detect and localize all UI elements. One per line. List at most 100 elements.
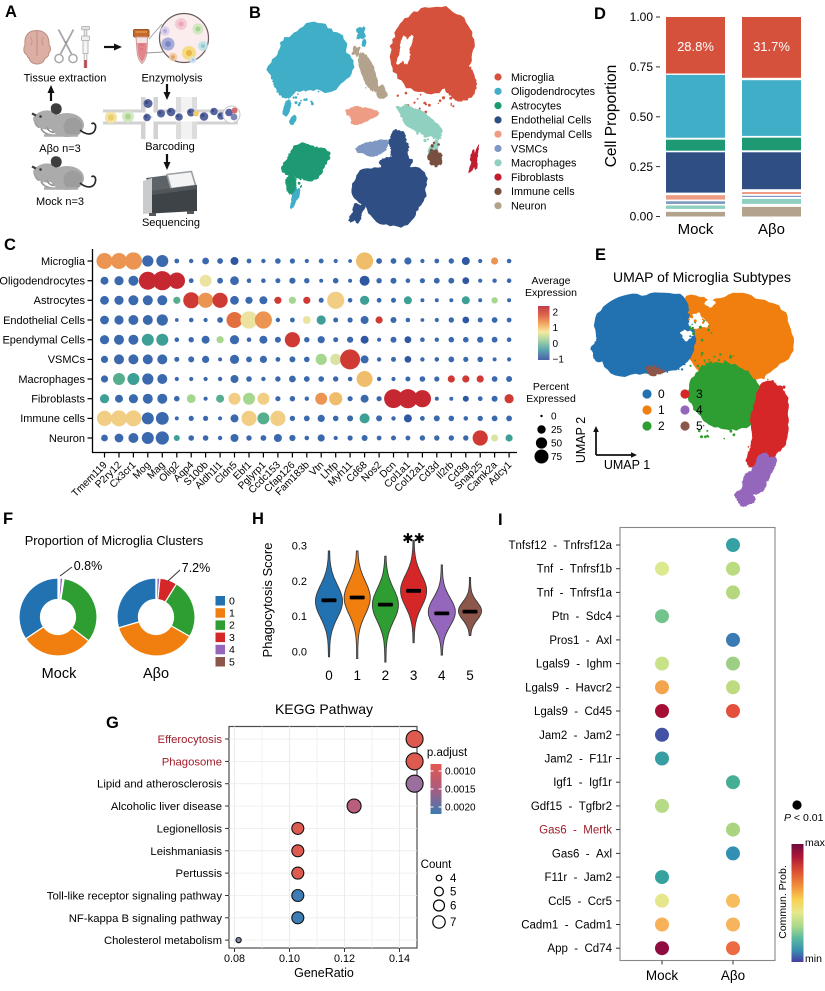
svg-text:Jam2 - Jam2: Jam2 - Jam2 [539,730,612,742]
svg-text:−1: −1 [553,355,565,366]
svg-text:UMAP 2: UMAP 2 [574,417,588,463]
svg-text:Fibroblasts: Fibroblasts [511,172,564,184]
svg-text:Mock n=3: Mock n=3 [36,196,84,208]
svg-text:Enzymolysis: Enzymolysis [141,73,203,85]
svg-text:Gdf15 - Tgfbr2: Gdf15 - Tgfbr2 [531,801,612,813]
svg-text:75: 75 [551,452,563,463]
svg-text:VSMCs: VSMCs [48,354,86,366]
svg-text:D: D [594,5,606,23]
svg-text:Lgals9 - Ighm: Lgals9 - Ighm [536,659,612,671]
svg-text:0.0010: 0.0010 [445,767,476,778]
svg-text:min: min [805,953,822,965]
svg-text:Igf1 - Igf1r: Igf1 - Igf1r [553,777,612,789]
svg-text:Jam2 - F11r: Jam2 - F11r [544,753,612,765]
svg-text:F: F [3,510,13,528]
svg-text:0.0: 0.0 [292,647,307,659]
svg-text:Lgals9 - Havcr2: Lgals9 - Havcr2 [525,682,612,694]
svg-text:✱✱: ✱✱ [402,531,425,546]
svg-text:GeneRatio: GeneRatio [294,966,354,980]
svg-text:Aβo: Aβo [143,666,169,682]
svg-text:VSMCs: VSMCs [511,143,548,155]
svg-text:C: C [4,236,16,254]
svg-text:Lipid and atherosclerosis: Lipid and atherosclerosis [97,779,222,791]
svg-text:25: 25 [551,425,563,436]
svg-text:Gas6 - Mertk: Gas6 - Mertk [539,825,612,837]
svg-text:Legionellosis: Legionellosis [157,823,223,835]
svg-text:3: 3 [229,632,235,644]
svg-text:Phagocytosis Score: Phagocytosis Score [260,543,275,658]
svg-text:0.0015: 0.0015 [445,785,476,796]
svg-text:Pros1 - Axl: Pros1 - Axl [549,635,612,647]
svg-text:F11r - Jam2: F11r - Jam2 [544,872,612,884]
svg-text:max: max [805,837,825,849]
svg-text:3: 3 [696,387,703,401]
svg-text:Aβo: Aβo [758,221,785,238]
svg-text:4: 4 [438,668,446,683]
svg-text:0: 0 [229,595,235,607]
svg-text:UMAP of Microglia Subtypes: UMAP of Microglia Subtypes [613,269,791,285]
svg-text:p.adjust: p.adjust [427,747,468,759]
svg-text:0: 0 [325,668,333,683]
svg-text:0.25: 0.25 [630,160,654,174]
svg-text:Ependymal Cells: Ependymal Cells [511,129,593,141]
svg-text:Ependymal Cells: Ependymal Cells [2,334,85,346]
svg-text:0: 0 [553,339,559,350]
svg-text:B: B [249,4,261,22]
svg-text:A: A [5,3,17,21]
svg-text:Ptn - Sdc4: Ptn - Sdc4 [552,611,613,623]
svg-text:Gas6 - Axl: Gas6 - Axl [552,848,612,860]
svg-text:P < 0.01: P < 0.01 [784,812,824,824]
svg-text:0.75: 0.75 [630,60,654,74]
svg-text:Proportion of Microglia Cluste: Proportion of Microglia Clusters [25,533,204,548]
svg-text:Macrophages: Macrophages [511,158,577,170]
svg-text:4: 4 [450,873,457,885]
svg-text:Efferocytosis: Efferocytosis [158,734,223,746]
svg-text:Expressed: Expressed [526,393,576,405]
svg-text:H: H [252,510,264,528]
svg-text:2: 2 [229,620,235,632]
svg-text:1.00: 1.00 [630,10,654,24]
svg-text:Tnf - Tnfrsf1a: Tnf - Tnfrsf1a [537,587,613,599]
svg-text:Tnfsf12 - Tnfrsf12a: Tnfsf12 - Tnfrsf12a [508,540,612,552]
svg-text:Pertussis: Pertussis [176,868,223,880]
svg-text:Tnf - Tnfrsf1b: Tnf - Tnfrsf1b [537,564,612,576]
svg-text:2: 2 [658,419,665,433]
svg-text:Mock: Mock [646,968,679,983]
svg-text:0.50: 0.50 [630,110,654,124]
svg-text:4: 4 [696,403,703,417]
svg-text:Aβo: Aβo [721,968,745,983]
svg-text:Astrocytes: Astrocytes [34,295,86,307]
svg-text:Neuron: Neuron [511,201,546,213]
svg-text:Alcoholic liver disease: Alcoholic liver disease [111,801,222,813]
svg-text:Immune cells: Immune cells [20,413,85,425]
svg-text:3: 3 [410,668,418,683]
svg-text:G: G [106,714,119,732]
svg-text:Ccl5 - Ccr5: Ccl5 - Ccr5 [548,896,612,908]
svg-text:UMAP 1: UMAP 1 [604,458,650,472]
svg-text:KEGG Pathway: KEGG Pathway [275,701,373,717]
svg-text:1: 1 [353,668,361,683]
svg-text:5: 5 [696,419,703,433]
svg-text:Mock: Mock [678,221,714,238]
svg-text:0.14: 0.14 [389,953,410,965]
svg-text:Macrophages: Macrophages [18,374,85,386]
svg-text:Cholesterol metabolism: Cholesterol metabolism [104,935,222,947]
svg-text:Commun. Prob.: Commun. Prob. [777,865,789,939]
svg-text:0.3: 0.3 [292,541,307,553]
svg-text:App - Cd74: App - Cd74 [547,943,612,955]
svg-text:NF-kappa B signaling pathway: NF-kappa B signaling pathway [69,913,223,925]
svg-text:Average: Average [532,275,571,287]
svg-text:I: I [498,511,503,529]
svg-text:Barcoding: Barcoding [145,141,195,153]
svg-text:Fibroblasts: Fibroblasts [31,393,85,405]
svg-text:Toll-like receptor signaling p: Toll-like receptor signaling pathway [47,890,223,902]
svg-text:Cell Proportion: Cell Proportion [603,65,620,168]
svg-text:Oligodendrocytes: Oligodendrocytes [0,275,85,287]
svg-text:2: 2 [382,668,390,683]
svg-text:28.8%: 28.8% [677,39,714,54]
svg-text:Count: Count [421,859,452,871]
svg-text:Tissue extraction: Tissue extraction [24,73,107,85]
svg-text:5: 5 [229,656,235,668]
svg-text:Microglia: Microglia [41,256,86,268]
svg-text:5: 5 [466,668,474,683]
